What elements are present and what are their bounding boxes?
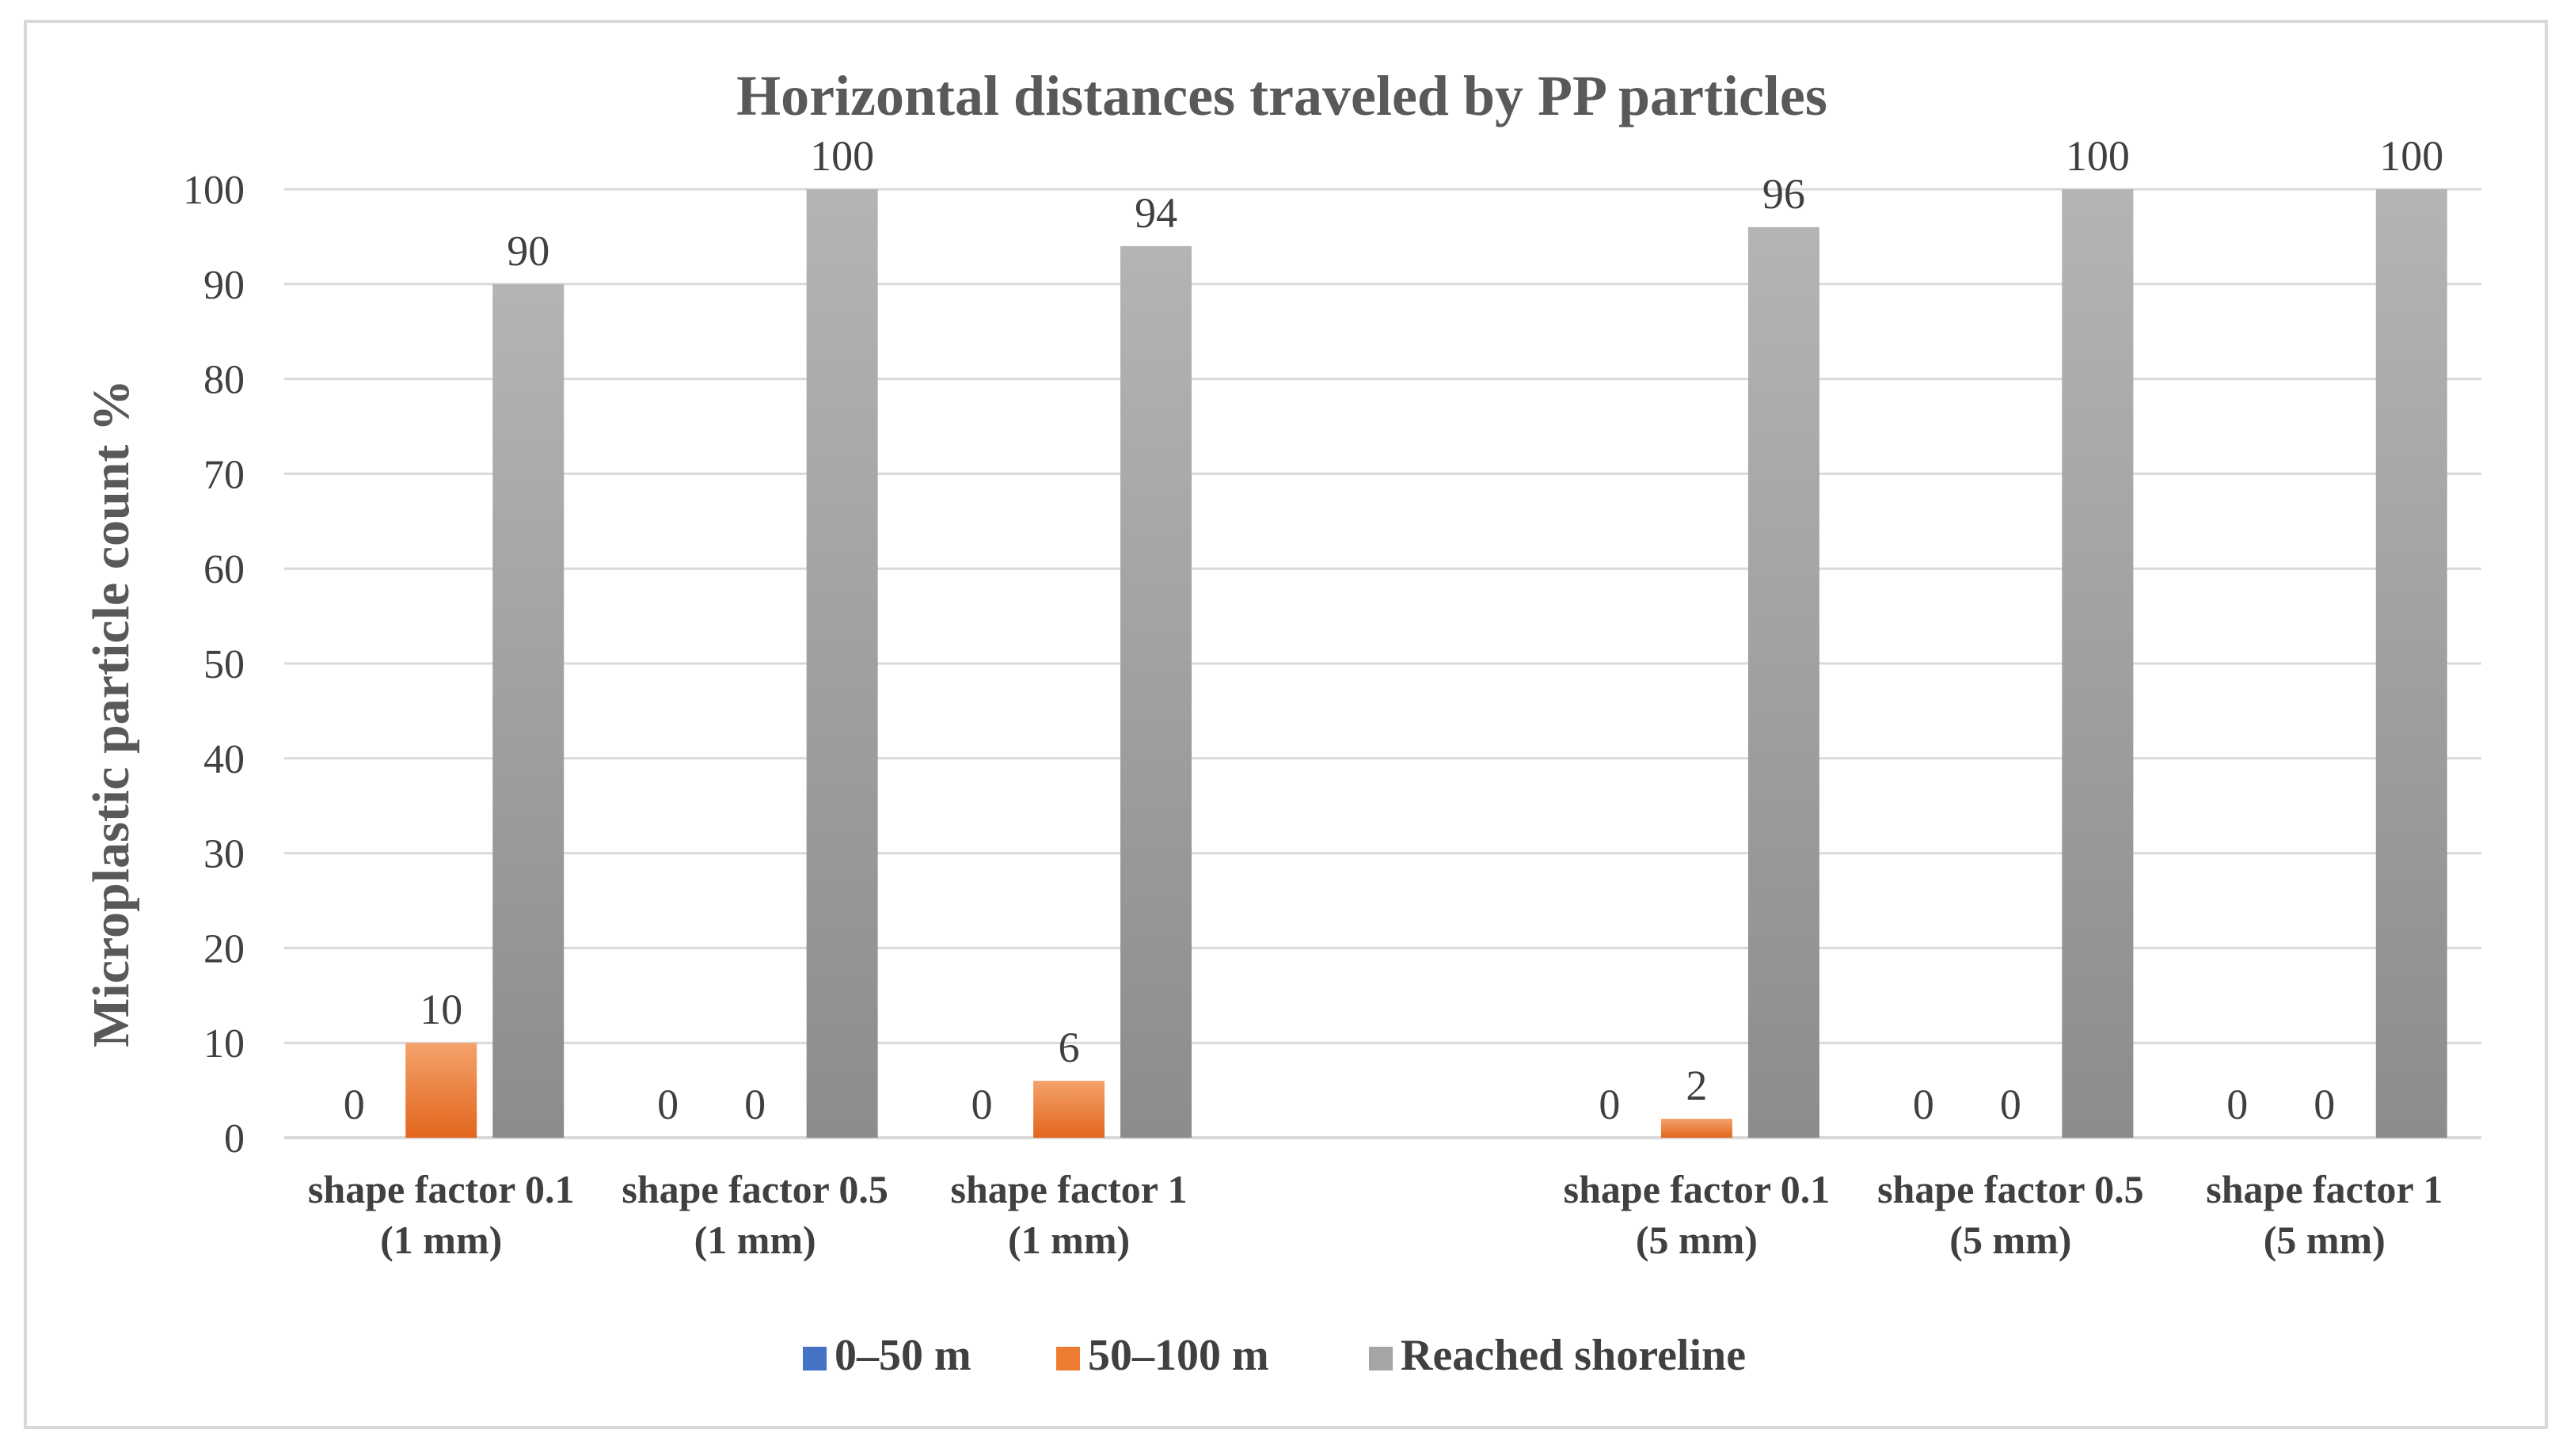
legend-label: 50–100 m — [1088, 1331, 1269, 1380]
bars — [405, 189, 2447, 1138]
x-tick-label: (1 mm) — [1008, 1218, 1130, 1262]
data-label: 2 — [1686, 1062, 1707, 1109]
data-label: 90 — [507, 227, 549, 275]
x-tick-label: (1 mm) — [380, 1218, 502, 1262]
legend-swatch-series-reached-shoreline — [1369, 1347, 1393, 1370]
y-tick-label: 80 — [203, 358, 245, 403]
bar-series-reached-shoreline — [2375, 189, 2447, 1138]
x-tick-label: shape factor 1 — [2206, 1167, 2443, 1211]
x-axis-ticks: shape factor 0.1 (1 mm) shape factor 0.5 (1… — [308, 1167, 2443, 1262]
data-label: 0 — [2226, 1081, 2248, 1128]
data-label: 96 — [1762, 170, 1805, 218]
data-label: 100 — [810, 132, 874, 180]
x-tick-label: (5 mm) — [2264, 1218, 2386, 1262]
chart-frame: Horizontal distances traveled by PP part… — [24, 20, 2548, 1429]
y-axis-ticks: 0 10 20 30 40 50 60 70 80 90 100 — [183, 168, 245, 1161]
y-tick-label: 10 — [203, 1021, 245, 1066]
bar-series-reached-shoreline — [2062, 189, 2134, 1138]
legend-label: 0–50 m — [835, 1331, 971, 1380]
bar-series-50-100m — [405, 1043, 477, 1138]
x-tick-label: (1 mm) — [694, 1218, 816, 1262]
y-axis-label: Microplastic particle count % — [82, 379, 140, 1047]
bar-series-reached-shoreline — [492, 283, 565, 1138]
bar-series-50-100m — [1033, 1081, 1105, 1138]
x-tick-label: shape factor 0.1 — [308, 1167, 575, 1211]
data-label: 0 — [2314, 1081, 2335, 1128]
data-label: 100 — [2066, 132, 2130, 180]
data-label: 0 — [744, 1081, 766, 1128]
y-tick-label: 20 — [203, 926, 245, 971]
y-tick-label: 30 — [203, 832, 245, 877]
chart-title: Horizontal distances traveled by PP part… — [736, 64, 1827, 127]
x-tick-label: (5 mm) — [1949, 1218, 2071, 1262]
y-tick-label: 0 — [224, 1116, 245, 1161]
y-tick-label: 90 — [203, 263, 245, 308]
legend-label: Reached shoreline — [1401, 1331, 1746, 1380]
x-tick-label: shape factor 0.5 — [1877, 1167, 2144, 1211]
data-label: 0 — [1599, 1081, 1620, 1128]
x-tick-label: shape factor 0.5 — [622, 1167, 888, 1211]
y-tick-label: 100 — [183, 168, 245, 213]
bar-series-reached-shoreline — [1120, 245, 1192, 1138]
data-label: 0 — [1913, 1081, 1934, 1128]
gridlines — [284, 188, 2481, 1139]
y-tick-label: 60 — [203, 547, 245, 592]
bar-series-reached-shoreline — [1747, 226, 1819, 1138]
data-label: 6 — [1059, 1024, 1080, 1071]
x-tick-label: shape factor 1 — [951, 1167, 1188, 1211]
y-tick-label: 70 — [203, 452, 245, 497]
data-label: 0 — [971, 1081, 993, 1128]
legend-swatch-series-50-100m — [1056, 1347, 1080, 1370]
data-label: 0 — [657, 1081, 679, 1128]
bar-series-50-100m — [1660, 1119, 1732, 1138]
bar-series-reached-shoreline — [806, 189, 878, 1138]
data-label: 94 — [1135, 189, 1177, 237]
data-label: 10 — [420, 986, 462, 1033]
data-label: 0 — [2000, 1081, 2021, 1128]
x-tick-label: shape factor 0.1 — [1564, 1167, 1831, 1211]
data-label: 0 — [344, 1081, 365, 1128]
legend: 0–50 m 50–100 m Reached shoreline — [803, 1331, 1746, 1380]
legend-swatch-series-0-50m — [803, 1347, 827, 1370]
x-tick-label: (5 mm) — [1636, 1218, 1758, 1262]
data-label: 100 — [2379, 132, 2443, 180]
y-tick-label: 50 — [203, 642, 245, 687]
y-tick-label: 40 — [203, 737, 245, 782]
bar-chart: Horizontal distances traveled by PP part… — [82, 64, 2481, 1380]
